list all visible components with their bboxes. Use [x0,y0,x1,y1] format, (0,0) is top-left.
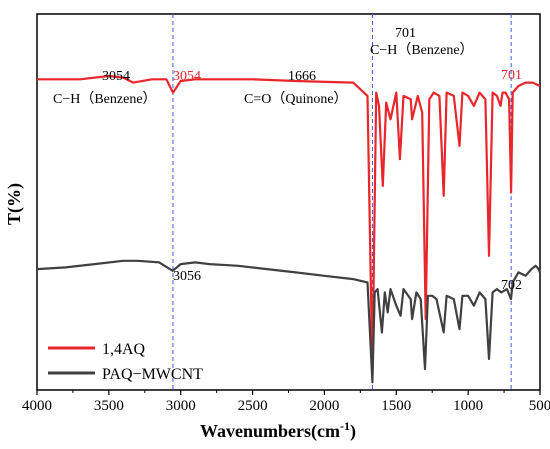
annotation-co-quinone: C=O（Quinone） [244,91,348,107]
legend-label-paq-mwcnt: PAQ−MWCNT [102,366,203,383]
series-line-paq-mwcnt [36,259,542,384]
y-axis-title: T(%) [4,183,25,225]
x-axis-title-close: ) [350,421,356,442]
x-axis-title-main: Wavenumbers(cm [200,421,340,442]
x-axis-ticks: 4000 3500 3000 2500 2000 1500 1000 500 [22,390,550,414]
series-layer [36,74,542,384]
x-tick-label: 1000 [453,398,483,414]
legend: 1,4AQ PAQ−MWCNT [48,341,203,383]
annotation-3056: 3056 [173,269,201,284]
annotation-ch-benzene-right: C−H（Benzene） [370,42,474,58]
x-tick-label: 2000 [309,398,339,414]
x-tick-label: 4000 [22,398,52,414]
annotation-3054-black: 3054 [102,69,130,84]
reference-lines [172,14,512,390]
annotation-701-red: 701 [501,68,522,83]
annotation-3054-red: 3054 [173,69,201,84]
x-tick-label: 3000 [166,398,196,414]
x-tick-label: 1500 [381,398,411,414]
series-line-1-4aq [37,74,541,374]
x-tick-label: 2500 [238,398,268,414]
x-tick-label: 500 [529,398,550,414]
annotation-ch-benzene-left: C−H（Benzene） [53,91,157,107]
x-tick-label: 3500 [94,398,124,414]
legend-label-1-4aq: 1,4AQ [102,341,146,358]
annotation-702: 702 [501,278,522,293]
annotation-701-black: 701 [395,26,416,41]
x-axis-title: Wavenumbers(cm-1) [200,419,356,442]
annotation-1666: 1666 [288,69,316,84]
x-axis-title-sup: -1 [340,419,350,433]
